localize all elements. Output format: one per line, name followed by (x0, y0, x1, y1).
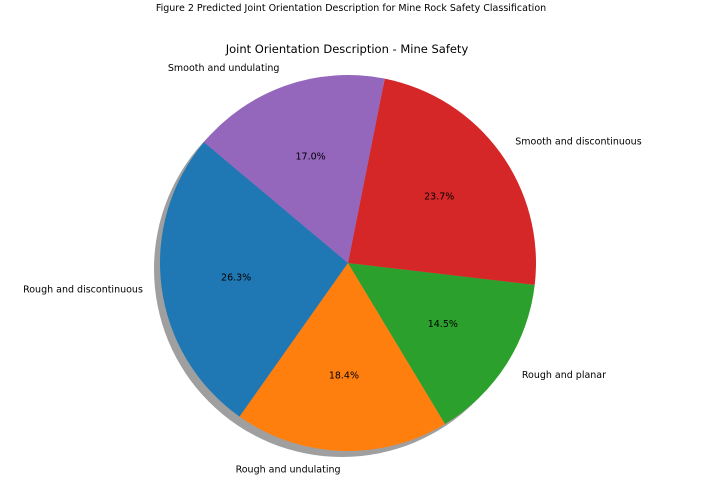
pie-labels: 26.3% Rough and discontinuous 18.4% Rough a… (23, 63, 642, 476)
pct-label: 14.5% (428, 319, 458, 330)
category-label: Rough and undulating (236, 465, 341, 476)
pie-slices (160, 75, 536, 451)
pct-label: 17.0% (295, 152, 325, 163)
pct-label: 18.4% (329, 371, 359, 382)
figure-suptitle: Figure 2 Predicted Joint Orientation Des… (155, 3, 547, 14)
pct-label: 23.7% (424, 192, 454, 203)
category-label: Rough and planar (522, 370, 606, 381)
pie-slice-smooth-and-undulating (203, 75, 385, 263)
pie-slice-rough-and-discontinuous (160, 142, 348, 417)
pie-slice-rough-and-undulating (239, 263, 446, 451)
category-label: Smooth and undulating (168, 63, 280, 74)
category-label: Rough and discontinuous (23, 285, 143, 296)
pie-slice-smooth-and-discontinuous (348, 78, 536, 285)
pct-label: 26.3% (221, 273, 251, 284)
pie-slice-rough-and-planar (348, 263, 535, 425)
chart-title: Joint Orientation Description - Mine Saf… (225, 42, 469, 56)
category-label: Smooth and discontinuous (515, 136, 641, 147)
